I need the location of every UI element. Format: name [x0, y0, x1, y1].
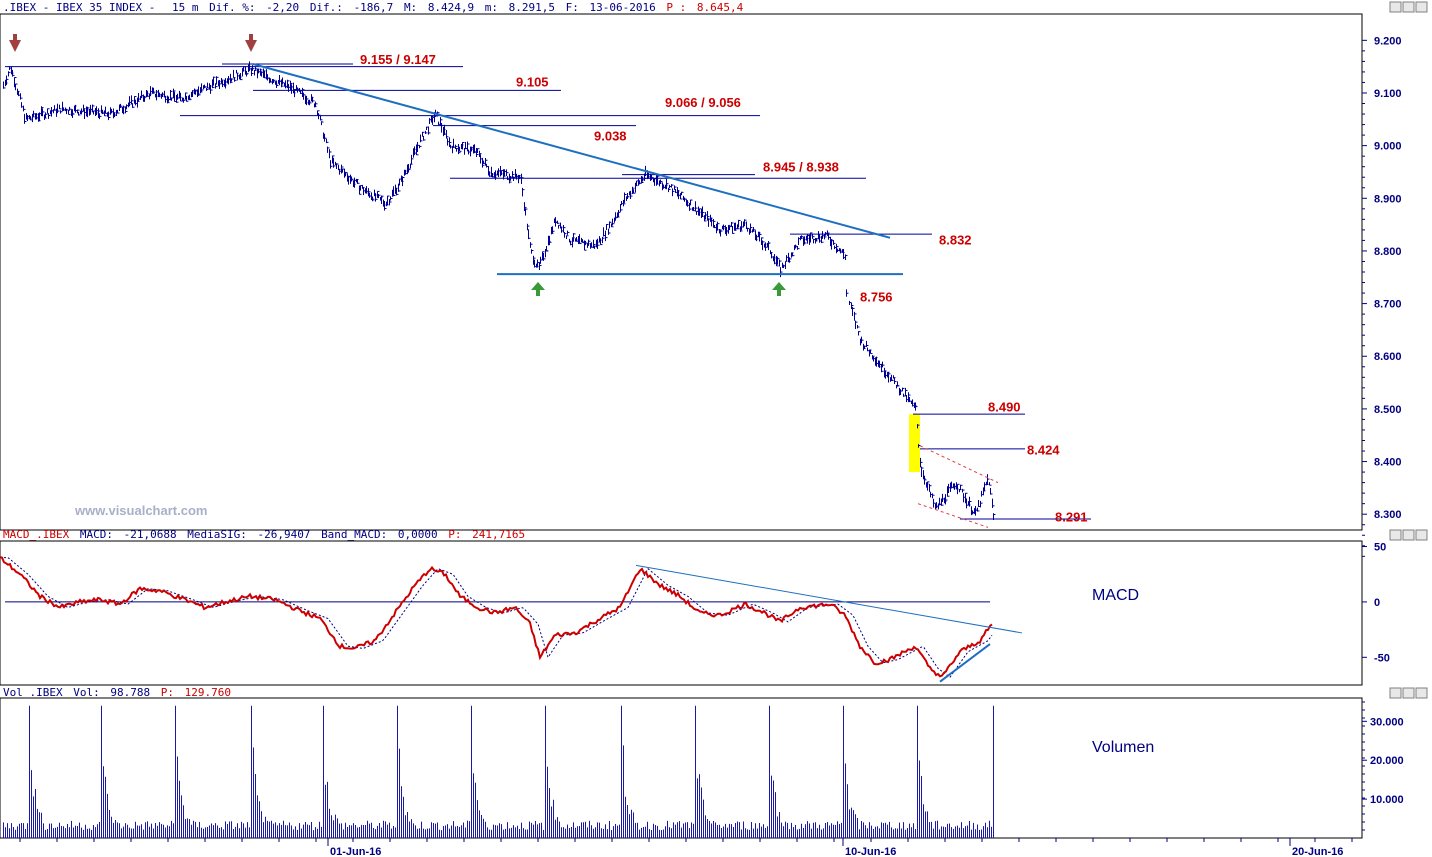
- vol-tick-label: 30.000: [1370, 716, 1404, 728]
- volume-title: Volumen: [1092, 739, 1154, 756]
- macd-tick-label: 0: [1374, 597, 1380, 609]
- close-button[interactable]: [1415, 1, 1428, 13]
- level-label: 9.038: [594, 129, 627, 144]
- arrow-down-icon: [245, 40, 257, 52]
- macd-layer: [0, 556, 1023, 683]
- y-tick-label: 8.600: [1374, 351, 1402, 363]
- macd-panel-controls[interactable]: [1389, 529, 1428, 541]
- arrow-down-icon: [249, 34, 253, 41]
- arrow-down-icon: [13, 34, 17, 41]
- y-tick-label: 9.000: [1374, 141, 1402, 153]
- arrow-up-icon: [772, 282, 786, 290]
- trendline: [252, 63, 891, 239]
- macd-tick-label: 50: [1374, 542, 1386, 554]
- channel-top: [919, 445, 999, 484]
- y-tick-label: 9.200: [1374, 35, 1402, 47]
- vol-tick-label: 10.000: [1370, 794, 1404, 806]
- price-panel: [0, 13, 1363, 531]
- level-label: 8.291: [1055, 509, 1088, 524]
- level-label: 8.832: [939, 232, 972, 247]
- volume-panel: [0, 697, 1363, 839]
- level-label: 9.105: [516, 74, 549, 89]
- macd-info: MACD_.IBEX MACD: -21,0688 MediaSIG: -26,…: [3, 528, 525, 541]
- arrow-down-icon: [9, 40, 21, 52]
- x-tick-label: 01-Jun-16: [330, 846, 381, 857]
- arrow-up-icon: [536, 289, 540, 296]
- macd-line: [0, 556, 993, 678]
- y-tick-label: 8.300: [1374, 509, 1402, 521]
- header-info: .IBEX - IBEX 35 INDEX - 15 m Dif. %: -2,…: [3, 1, 744, 14]
- volume-panel-controls[interactable]: [1389, 687, 1428, 699]
- macd-title: MACD: [1092, 587, 1139, 604]
- level-label: 9.155 / 9.147: [360, 52, 436, 67]
- arrow-up-icon: [531, 282, 545, 290]
- price-panel-controls[interactable]: [1389, 1, 1428, 13]
- restore-button[interactable]: [1402, 687, 1415, 699]
- restore-button[interactable]: [1402, 529, 1415, 541]
- close-button[interactable]: [1415, 529, 1428, 541]
- y-tick-label: 8.800: [1374, 246, 1402, 258]
- level-label: 8.945 / 8.938: [763, 160, 839, 175]
- x-tick-label: 10-Jun-16: [845, 846, 896, 857]
- macd-panel: [0, 540, 1363, 686]
- macd-trendline: [635, 564, 1023, 634]
- macd-tick-label: -50: [1374, 652, 1390, 664]
- x-tick-label: 20-Jun-16: [1292, 846, 1343, 857]
- y-tick-label: 9.100: [1374, 88, 1402, 100]
- minimize-button[interactable]: [1389, 687, 1402, 699]
- vol-tick-label: 20.000: [1370, 755, 1404, 767]
- y-tick-label: 8.400: [1374, 457, 1402, 469]
- level-label: 8.424: [1027, 442, 1060, 457]
- volume-info: Vol_.IBEX Vol: 98.788 P: 129.760: [3, 686, 231, 699]
- price-layer: 9.155 / 9.147 9.105 9.066 / 9.056 9.038 8.94…: [3, 34, 1091, 528]
- level-label: 8.490: [988, 399, 1021, 414]
- y-tick-label: 8.500: [1374, 404, 1402, 416]
- volume-layer: [3, 705, 994, 838]
- minimize-button[interactable]: [1389, 1, 1402, 13]
- y-tick-label: 8.700: [1374, 299, 1402, 311]
- arrow-up-icon: [777, 289, 781, 296]
- macd-support-line: [939, 643, 991, 683]
- gap-highlight: [909, 414, 920, 473]
- level-label: 8.756: [860, 289, 893, 304]
- axis-layer: 9.200 9.100 9.000 8.900 8.800 8.700 8.600 8.500…: [19, 35, 1404, 857]
- watermark: www.visualchart.com: [74, 503, 207, 518]
- restore-button[interactable]: [1402, 1, 1415, 13]
- close-button[interactable]: [1415, 687, 1428, 699]
- y-tick-label: 8.900: [1374, 193, 1402, 205]
- minimize-button[interactable]: [1389, 529, 1402, 541]
- channel-bottom: [917, 503, 989, 528]
- level-label: 9.066 / 9.056: [665, 95, 741, 110]
